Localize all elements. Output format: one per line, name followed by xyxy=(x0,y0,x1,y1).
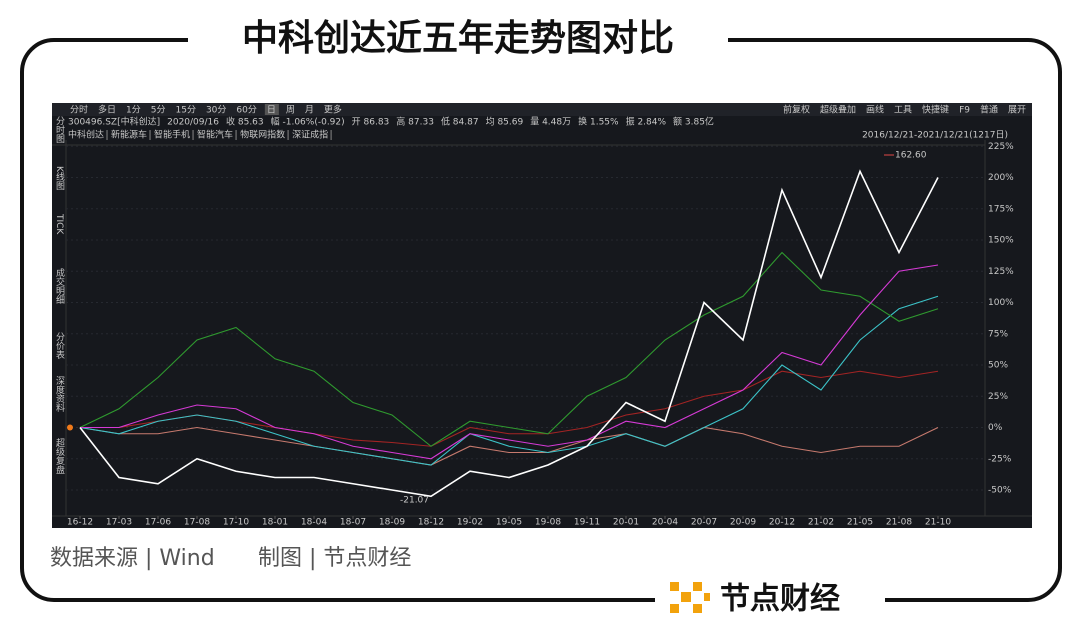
quote-field: 300496.SZ[中科创达] xyxy=(68,116,160,128)
min-annotation: -21.07 xyxy=(400,496,429,506)
page-title: 中科创达近五年走势图对比 xyxy=(242,18,674,59)
toolbar-button[interactable]: 周 xyxy=(286,105,295,116)
y-tick-label: 200% xyxy=(988,173,1014,183)
x-tick-label: 20-01 xyxy=(613,518,639,528)
sidebar-tab[interactable]: K线图 xyxy=(54,166,65,191)
toolbar-button[interactable]: 普通 xyxy=(980,104,998,116)
x-tick-label: 19-11 xyxy=(574,518,600,528)
x-tick-label: 20-09 xyxy=(730,518,756,528)
toolbar-button[interactable]: 画线 xyxy=(866,104,884,116)
legend-entry[interactable]: 智能手机 xyxy=(154,129,190,141)
x-tick-label: 16-12 xyxy=(67,518,93,528)
y-tick-label: 50% xyxy=(988,361,1008,371)
series-line xyxy=(79,295,939,466)
quote-field: 换 1.55% xyxy=(578,116,619,128)
sidebar-tab[interactable]: 成交明细 xyxy=(54,267,65,304)
x-tick-label: 21-10 xyxy=(925,518,951,528)
quote-field: 开 86.83 xyxy=(352,117,390,128)
x-tick-label: 19-08 xyxy=(535,518,561,528)
quote-field: 振 2.84% xyxy=(626,116,667,128)
x-tick-label: 20-07 xyxy=(691,518,717,528)
credit-note: 制图 | 节点财经 xyxy=(258,546,411,571)
quote-field: 收 85.63 xyxy=(226,116,264,128)
y-tick-label: 25% xyxy=(988,392,1008,402)
toolbar-button[interactable]: 60分 xyxy=(236,105,256,116)
sidebar-tab[interactable]: 分时图 xyxy=(54,116,65,144)
sidebar-tab[interactable]: 超级复盘 xyxy=(54,437,65,474)
toolbar-button[interactable]: 更多 xyxy=(324,104,342,116)
toolbar-button[interactable]: 前复权 xyxy=(783,104,810,116)
quote-field: 额 3.85亿 xyxy=(673,116,714,128)
legend-entry[interactable]: 智能汽车 xyxy=(197,129,233,141)
source-note: 数据来源 | Wind xyxy=(50,546,215,571)
y-tick-label: 100% xyxy=(988,298,1014,308)
legend-entry[interactable]: 新能源车 xyxy=(111,129,147,141)
x-tick-label: 17-08 xyxy=(184,518,210,528)
sidebar-tab[interactable]: TICK xyxy=(54,213,64,235)
x-tick-label: 18-04 xyxy=(301,518,327,528)
quote-field: 2020/09/16 xyxy=(167,118,219,128)
toolbar-button[interactable]: F9 xyxy=(959,106,970,116)
x-tick-label: 17-10 xyxy=(223,518,249,528)
max-annotation: 162.60 xyxy=(895,151,927,161)
y-tick-label: 225% xyxy=(988,142,1014,152)
x-tick-label: 18-01 xyxy=(262,518,288,528)
x-tick-label: 18-07 xyxy=(340,518,366,528)
logo-icon xyxy=(670,582,710,613)
x-tick-label: 17-06 xyxy=(145,518,171,528)
series-line xyxy=(79,426,939,466)
sidebar-tab[interactable]: 深度资料 xyxy=(54,376,65,413)
y-tick-label: 75% xyxy=(988,329,1008,339)
start-marker xyxy=(67,424,73,431)
toolbar-button[interactable]: 月 xyxy=(305,105,314,116)
toolbar-button[interactable]: 快捷键 xyxy=(922,104,949,116)
y-tick-label: 150% xyxy=(988,236,1014,246)
x-tick-label: 21-05 xyxy=(847,518,873,528)
legend-entry[interactable]: 物联网指数 xyxy=(240,129,285,141)
x-tick-label: 18-12 xyxy=(418,518,444,528)
date-range: 2016/12/21-2021/12/21(1217日) xyxy=(862,130,1008,141)
quote-field: 均 85.69 xyxy=(486,116,524,128)
quote-field: 量 4.48万 xyxy=(530,117,571,128)
x-tick-label: 21-08 xyxy=(886,518,912,528)
toolbar-button[interactable]: 分时 xyxy=(70,104,88,116)
toolbar-button[interactable]: 工具 xyxy=(894,105,912,116)
x-tick-label: 20-12 xyxy=(769,518,795,528)
series-line xyxy=(79,251,939,447)
title-backdrop xyxy=(188,14,728,64)
toolbar-button[interactable]: 日 xyxy=(267,105,276,116)
y-tick-label: 175% xyxy=(988,204,1014,214)
toolbar-button[interactable]: 15分 xyxy=(176,105,196,116)
sidebar-tab[interactable]: 分价表 xyxy=(54,332,65,360)
quote-field: 幅 -1.06%(-0.92) xyxy=(271,116,345,128)
x-tick-label: 21-02 xyxy=(808,518,834,528)
toolbar-button[interactable]: 1分 xyxy=(126,105,141,116)
toolbar xyxy=(52,103,1032,116)
toolbar-button[interactable]: 展开 xyxy=(1008,105,1026,116)
x-tick-label: 20-04 xyxy=(652,518,678,528)
series-line xyxy=(79,169,939,498)
toolbar-active xyxy=(264,104,279,115)
x-tick-label: 17-03 xyxy=(106,518,132,528)
x-tick-label: 18-09 xyxy=(379,518,405,528)
y-tick-label: 125% xyxy=(988,267,1014,277)
x-tick-label: 19-02 xyxy=(457,518,483,528)
series-line xyxy=(80,264,939,460)
toolbar-button[interactable]: 多日 xyxy=(98,104,116,116)
chart-panel xyxy=(52,103,1032,528)
quote-field: 高 87.33 xyxy=(396,116,434,128)
quote-field: 低 84.87 xyxy=(441,116,479,128)
toolbar-button[interactable]: 5分 xyxy=(151,105,166,116)
logo-text: 节点财经 xyxy=(720,582,840,617)
legend-entry[interactable]: 中科创达 xyxy=(68,129,104,141)
toolbar-button[interactable]: 30分 xyxy=(206,105,226,116)
y-tick-label: 0% xyxy=(988,423,1003,433)
y-tick-label: -50% xyxy=(988,486,1012,496)
toolbar-button[interactable]: 超级叠加 xyxy=(820,104,856,116)
y-tick-label: -25% xyxy=(988,454,1012,464)
x-tick-label: 19-05 xyxy=(496,518,522,528)
legend-entry[interactable]: 深证成指 xyxy=(292,129,328,141)
